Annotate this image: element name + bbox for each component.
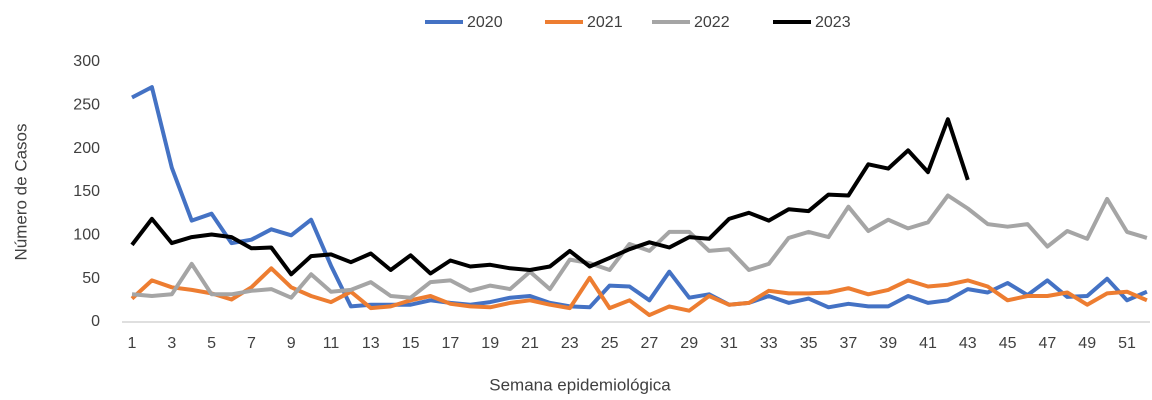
x-tick-label: 15 bbox=[402, 335, 420, 352]
x-tick-label: 45 bbox=[999, 335, 1017, 352]
legend-label: 2023 bbox=[815, 14, 851, 31]
x-tick-label: 21 bbox=[521, 335, 539, 352]
x-tick-label: 27 bbox=[641, 335, 659, 352]
legend-label: 2021 bbox=[587, 14, 623, 31]
x-tick-label: 47 bbox=[1039, 335, 1057, 352]
x-tick-label: 37 bbox=[840, 335, 858, 352]
x-tick-label: 49 bbox=[1078, 335, 1096, 352]
x-tick-label: 17 bbox=[442, 335, 460, 352]
x-tick-label: 9 bbox=[287, 335, 296, 352]
x-tick-label: 23 bbox=[561, 335, 579, 352]
x-tick-label: 31 bbox=[720, 335, 738, 352]
y-axis-title: Número de Casos bbox=[11, 123, 30, 260]
x-tick-label: 33 bbox=[760, 335, 778, 352]
y-tick-label: 200 bbox=[73, 140, 100, 157]
y-tick-label: 50 bbox=[82, 270, 100, 287]
y-tick-label: 100 bbox=[73, 227, 100, 244]
x-tick-label: 41 bbox=[919, 335, 937, 352]
x-tick-label: 5 bbox=[207, 335, 216, 352]
legend-label: 2020 bbox=[467, 14, 503, 31]
x-tick-label: 25 bbox=[601, 335, 619, 352]
x-tick-label: 35 bbox=[800, 335, 818, 352]
series-line bbox=[131, 85, 1148, 310]
x-tick-label: 1 bbox=[128, 335, 137, 352]
legend-label: 2022 bbox=[694, 14, 730, 31]
x-tick-label: 29 bbox=[680, 335, 698, 352]
x-tick-label: 13 bbox=[362, 335, 380, 352]
x-tick-label: 19 bbox=[481, 335, 499, 352]
x-tick-label: 11 bbox=[323, 335, 340, 352]
y-tick-label: 300 bbox=[73, 53, 100, 70]
series-line bbox=[130, 266, 1148, 318]
x-tick-label: 39 bbox=[879, 335, 897, 352]
x-tick-label: 51 bbox=[1118, 335, 1136, 352]
series-line bbox=[130, 117, 970, 277]
x-axis-title: Semana epidemiológica bbox=[489, 375, 671, 394]
x-tick-label: 7 bbox=[247, 335, 256, 352]
x-tick-label: 43 bbox=[959, 335, 977, 352]
y-tick-label: 0 bbox=[91, 313, 100, 330]
y-tick-label: 150 bbox=[73, 183, 100, 200]
x-tick-label: 3 bbox=[167, 335, 176, 352]
y-tick-label: 250 bbox=[73, 97, 100, 114]
